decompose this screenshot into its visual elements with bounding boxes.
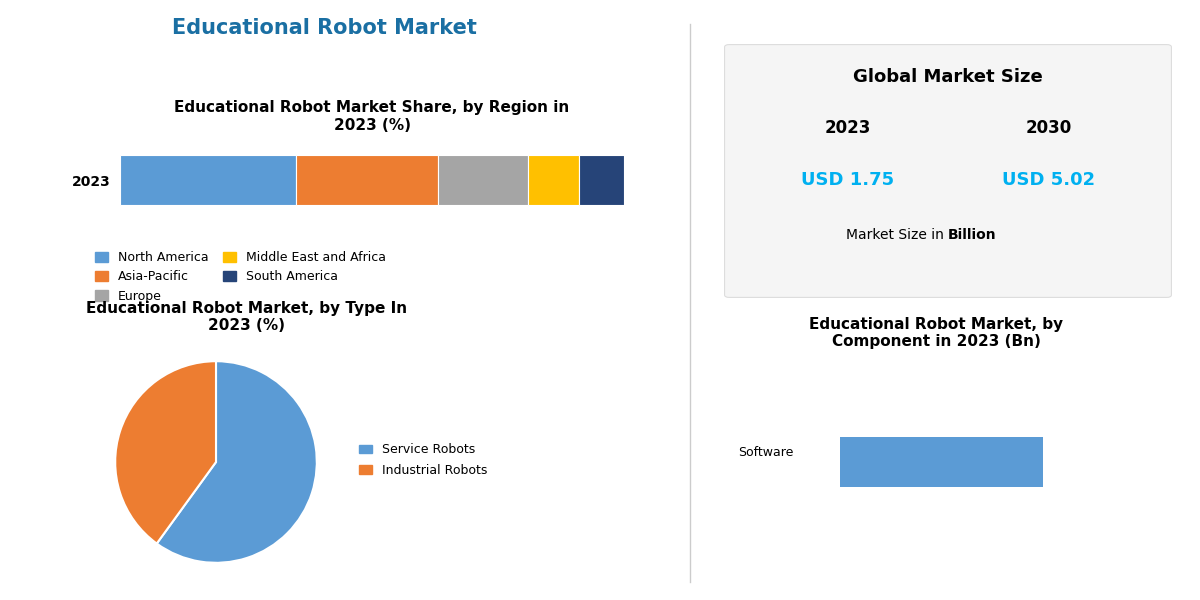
Text: 2030: 2030 xyxy=(1025,119,1072,137)
Text: Market Size in: Market Size in xyxy=(846,228,948,242)
Bar xyxy=(840,437,1043,487)
Title: Educational Robot Market, by Type In
2023 (%): Educational Robot Market, by Type In 202… xyxy=(85,301,407,334)
Text: USD 5.02: USD 5.02 xyxy=(1002,171,1094,189)
Text: Global Market Size: Global Market Size xyxy=(853,68,1043,86)
Text: Educational Robot Market, by
Component in 2023 (Bn): Educational Robot Market, by Component i… xyxy=(809,317,1063,349)
Text: Educational Robot Market: Educational Robot Market xyxy=(172,18,476,38)
FancyBboxPatch shape xyxy=(725,44,1171,298)
Bar xyxy=(296,155,438,205)
Bar xyxy=(438,155,528,205)
Text: Software: Software xyxy=(738,446,793,460)
Text: Billion: Billion xyxy=(948,228,997,242)
Bar xyxy=(528,155,578,205)
Bar xyxy=(578,155,624,205)
Text: USD 1.75: USD 1.75 xyxy=(802,171,894,189)
Bar xyxy=(120,155,296,205)
Title: Educational Robot Market Share, by Region in
2023 (%): Educational Robot Market Share, by Regio… xyxy=(174,100,570,133)
Legend: Service Robots, Industrial Robots: Service Robots, Industrial Robots xyxy=(354,438,492,482)
Wedge shape xyxy=(115,361,216,544)
Text: 2023: 2023 xyxy=(824,119,871,137)
Wedge shape xyxy=(157,361,317,563)
Legend: North America, Asia-Pacific, Europe, Middle East and Africa, South America: North America, Asia-Pacific, Europe, Mid… xyxy=(90,246,391,308)
